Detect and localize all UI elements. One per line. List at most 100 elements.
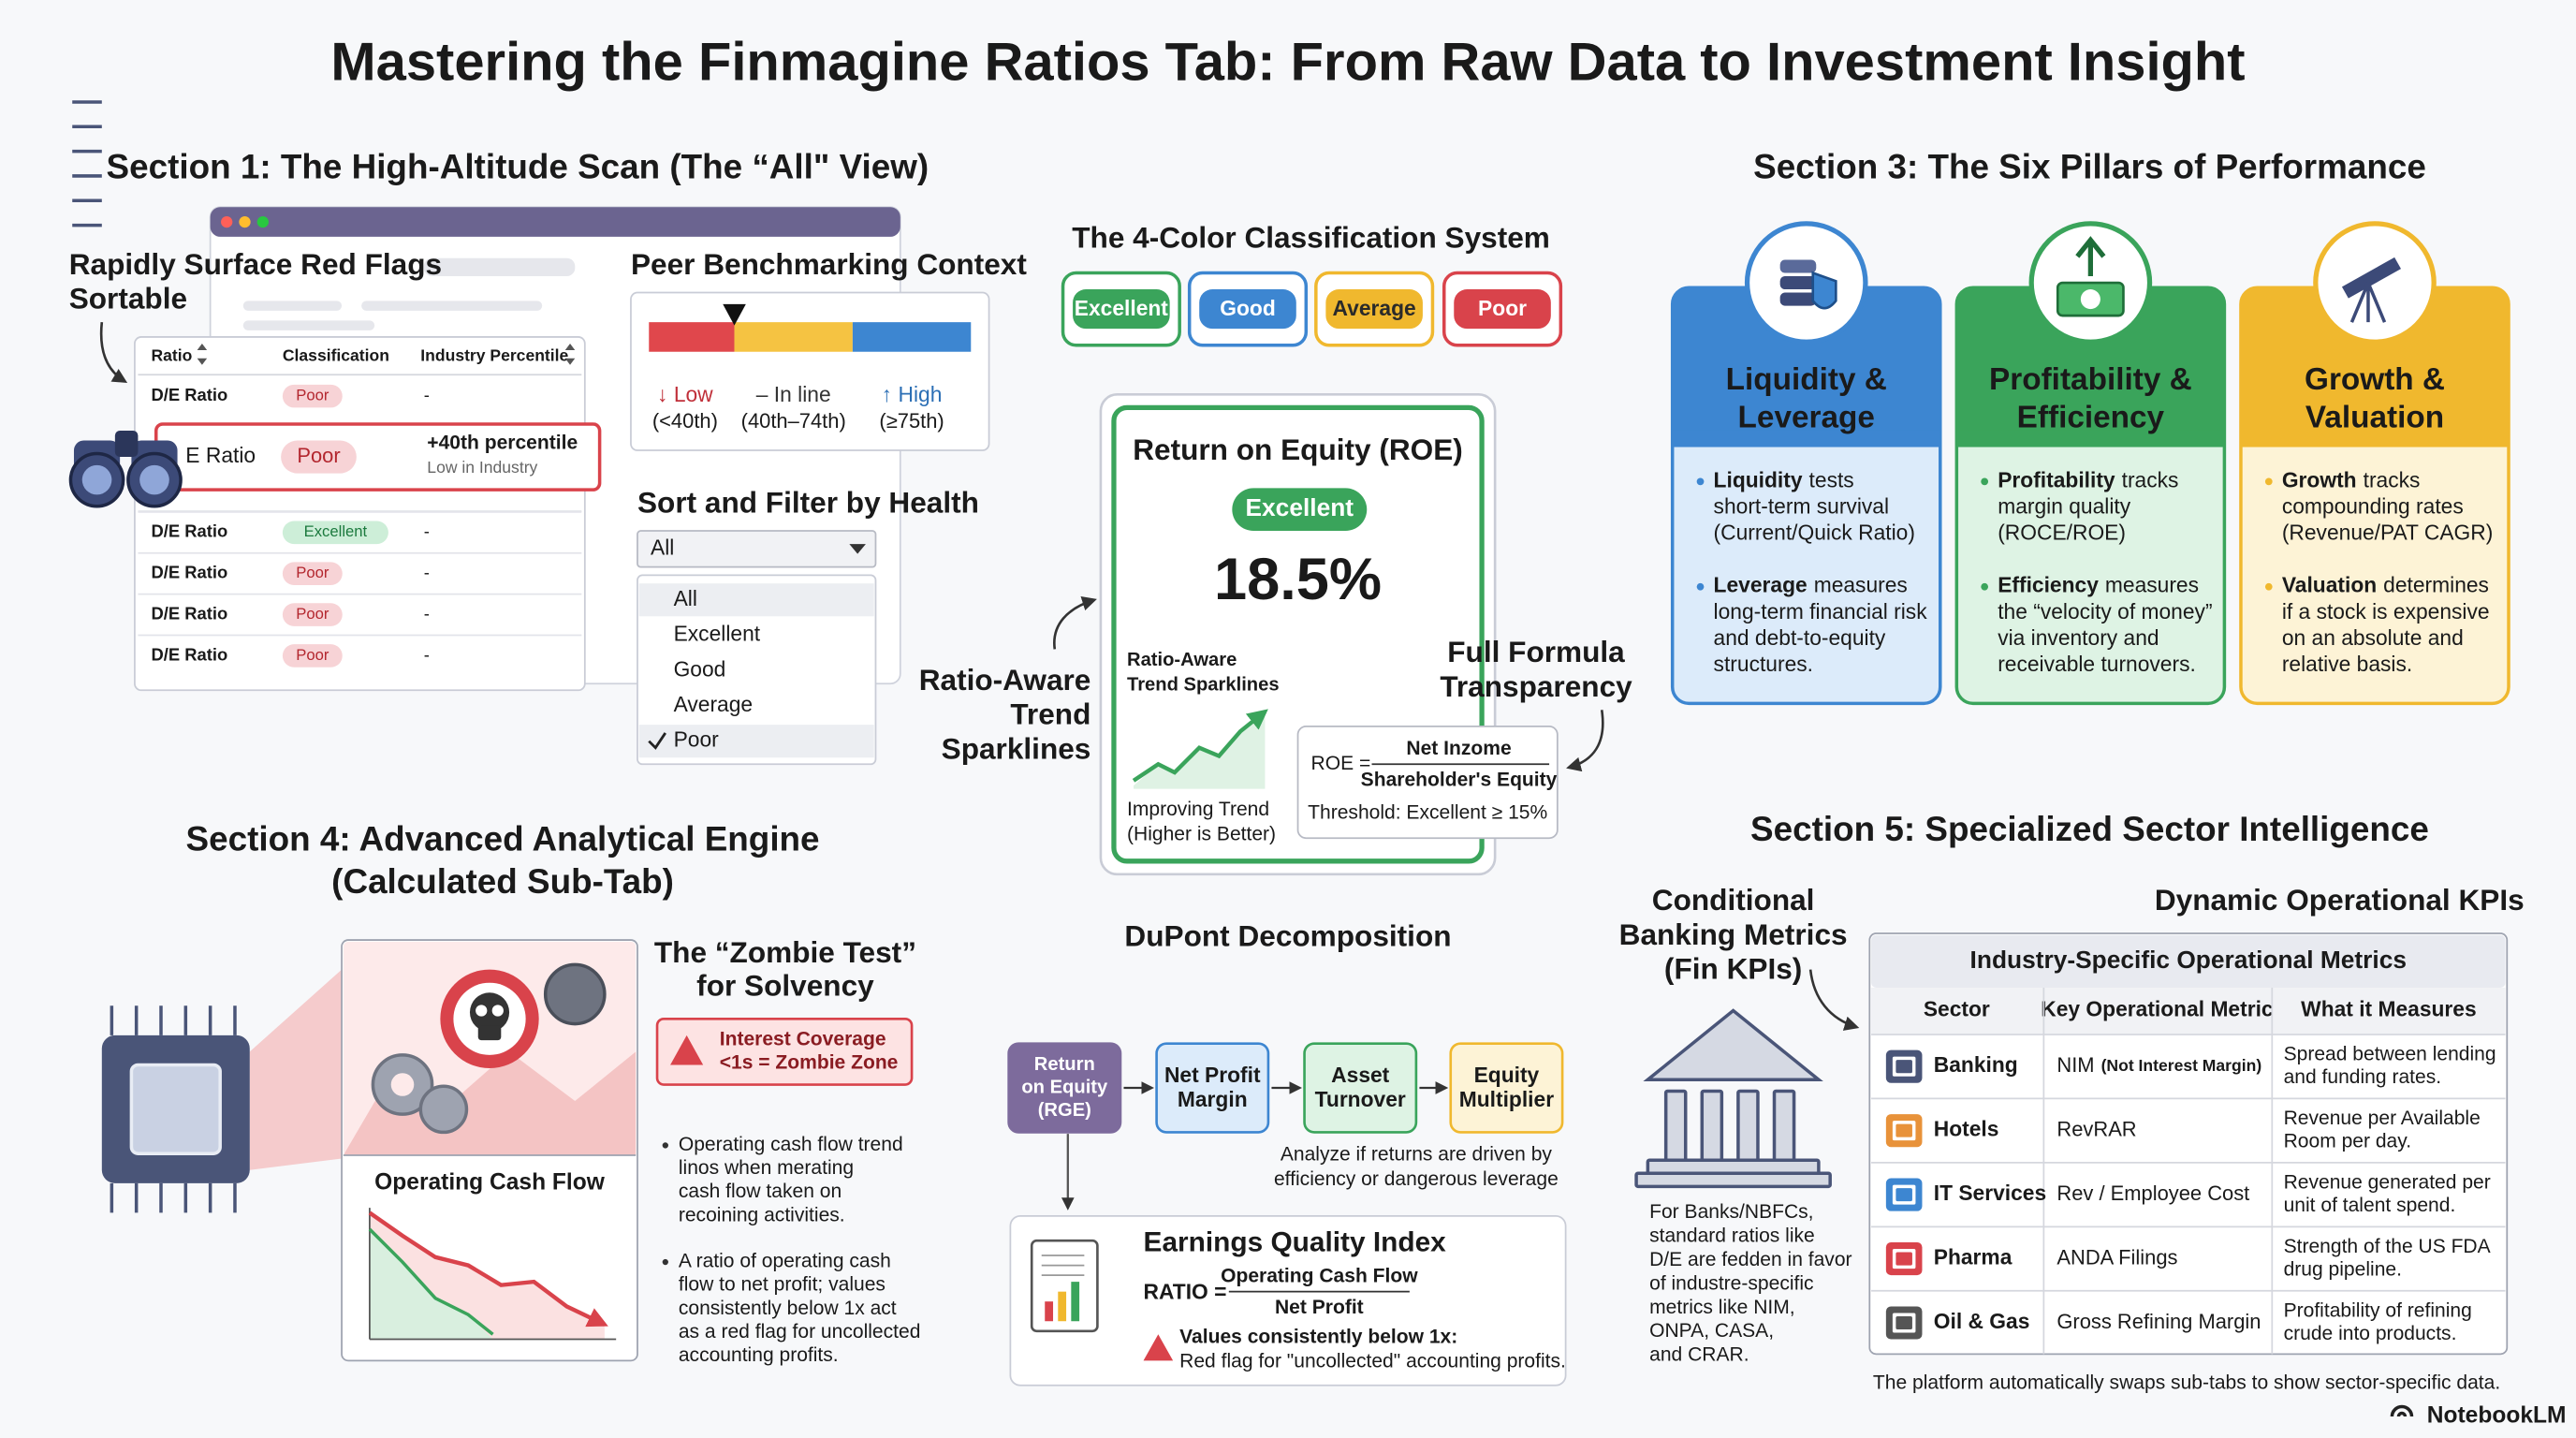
class-label: Good bbox=[1220, 296, 1276, 320]
body-text: of industre-specific bbox=[1649, 1272, 1813, 1294]
metric-value: 18.5% bbox=[1214, 547, 1382, 612]
dropdown bbox=[637, 530, 877, 568]
bullet-text: consistently below 1x act bbox=[679, 1298, 897, 1319]
node-label: (RGE) bbox=[1038, 1100, 1091, 1121]
callout: Full Formula bbox=[1447, 635, 1625, 668]
skull bbox=[477, 1025, 502, 1041]
sort-icon bbox=[197, 343, 208, 365]
formula: Operating Cash Flow bbox=[1221, 1265, 1418, 1286]
table-header: Classification bbox=[283, 346, 389, 365]
warning-icon bbox=[1143, 1334, 1174, 1361]
sort-icon bbox=[564, 343, 576, 365]
bank-column bbox=[1772, 1089, 1796, 1162]
bank-column bbox=[1700, 1089, 1724, 1162]
pillar-text: on an absolute and bbox=[2282, 625, 2464, 650]
formula: RATIO = bbox=[1144, 1279, 1227, 1303]
pillar-text: compounding rates bbox=[2282, 494, 2464, 519]
footer-note: The platform automatically swaps sub-tab… bbox=[1873, 1372, 2500, 1394]
bullet-text: linos when merating bbox=[679, 1157, 854, 1179]
gear bbox=[390, 1073, 415, 1096]
alert-text: <1s = Zombie Zone bbox=[720, 1051, 899, 1073]
box bbox=[649, 322, 735, 352]
note: efficiency or dangerous leverage bbox=[1274, 1168, 1559, 1190]
skull-eye bbox=[491, 1005, 504, 1017]
section-title: Section 1: The High-Altitude Scan (The “… bbox=[107, 148, 929, 186]
table-header: Industry Percentile bbox=[420, 346, 568, 365]
body-text: For Banks/NBFCs, bbox=[1649, 1201, 1813, 1223]
icon bbox=[2349, 282, 2387, 323]
percentile: - bbox=[424, 644, 430, 664]
box bbox=[1779, 292, 1817, 306]
pillar-text: (Revenue/PAT CAGR) bbox=[2282, 521, 2494, 545]
measure: and funding rates. bbox=[2284, 1066, 2442, 1088]
pillar-text: relative basis. bbox=[2282, 652, 2412, 676]
formula-box bbox=[1296, 726, 1559, 840]
arrow bbox=[1808, 969, 1860, 1031]
percentile: - bbox=[424, 603, 430, 623]
node-label: Equity bbox=[1474, 1063, 1540, 1087]
node-label: on Equity bbox=[1021, 1077, 1108, 1097]
box bbox=[1071, 1282, 1080, 1322]
body-text: D/E are fedden in favor bbox=[1649, 1249, 1852, 1270]
box bbox=[852, 322, 972, 352]
percentile-note: Low in Industry bbox=[427, 458, 537, 477]
section-title: Section 3: The Six Pillars of Performanc… bbox=[1753, 148, 2426, 186]
binoculars bbox=[114, 430, 139, 458]
status: Poor bbox=[296, 605, 329, 623]
pillar-header bbox=[1672, 430, 1940, 448]
callout: Sort and Filter by Health bbox=[637, 485, 979, 519]
pillar-text: short-term survival bbox=[1714, 494, 1889, 519]
bank-column bbox=[1736, 1089, 1760, 1162]
box bbox=[242, 320, 375, 330]
table-header: Sector bbox=[1924, 997, 1990, 1021]
dupont-node bbox=[1155, 1042, 1270, 1134]
label-part: Efficiency bbox=[1998, 573, 2099, 597]
table-title-bar bbox=[1871, 934, 2506, 988]
pillar-text: the “velocity of money” bbox=[1998, 599, 2212, 624]
callout: Peer Benchmarking Context bbox=[631, 247, 1027, 281]
bullet bbox=[2264, 477, 2273, 486]
rubble bbox=[343, 1051, 637, 1155]
measure: crude into products. bbox=[2284, 1323, 2457, 1344]
status-pill bbox=[282, 521, 388, 545]
bank-column bbox=[1663, 1089, 1688, 1162]
gear bbox=[543, 962, 607, 1026]
percentile: - bbox=[424, 521, 430, 541]
pillar-text: Efficiency measures bbox=[1998, 573, 2199, 597]
label-part: RevRAR bbox=[2056, 1117, 2136, 1140]
sector: IT Services bbox=[1934, 1181, 2046, 1205]
pillar-title: Leverage bbox=[1738, 401, 1875, 435]
band-range: (<40th) bbox=[652, 409, 718, 433]
pillar-text: Valuation determines bbox=[2282, 573, 2489, 597]
band-range: (40th–74th) bbox=[741, 409, 846, 433]
measure: Profitability of refining bbox=[2284, 1299, 2472, 1321]
section-title: (Calculated Sub-Tab) bbox=[331, 862, 674, 901]
band-label: ↓ Low bbox=[657, 382, 713, 406]
pillar-text: Leverage measures bbox=[1714, 573, 1908, 597]
chip-pin bbox=[72, 198, 212, 1213]
icon bbox=[2341, 257, 2402, 299]
box bbox=[1779, 259, 1817, 273]
icon bbox=[2075, 236, 2106, 276]
sector: Banking bbox=[1934, 1052, 2018, 1077]
spark-title: Ratio-Aware bbox=[1127, 650, 1237, 670]
body-text: standard ratios like bbox=[1649, 1225, 1815, 1246]
label-part: tests bbox=[1809, 467, 1854, 492]
bullet bbox=[662, 1258, 668, 1266]
eq-card bbox=[1009, 1215, 1567, 1387]
threshold: Threshold: Excellent ≥ 15% bbox=[1308, 801, 1547, 823]
status: Poor bbox=[297, 444, 340, 467]
metric: ANDA Filings bbox=[2056, 1245, 2177, 1269]
sector-icon bbox=[1895, 1252, 1912, 1266]
class-label: Average bbox=[1333, 296, 1416, 320]
pillar-title: Liquidity & bbox=[1726, 362, 1887, 397]
bullet bbox=[1696, 582, 1705, 591]
bullet-text: cash flow taken on bbox=[679, 1181, 842, 1202]
chip-pin bbox=[72, 149, 163, 1213]
measure: Revenue generated per bbox=[2284, 1171, 2491, 1193]
pillar-text: via inventory and bbox=[1998, 625, 2159, 650]
bullet bbox=[1981, 582, 1989, 591]
pillar-text: (ROCE/ROE) bbox=[1998, 521, 2126, 545]
skull bbox=[469, 992, 510, 1033]
